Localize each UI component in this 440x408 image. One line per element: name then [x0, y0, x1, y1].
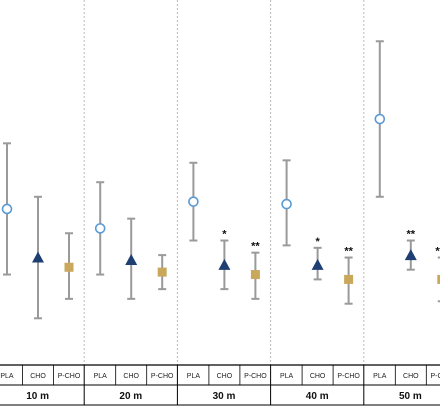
data-point-p-cho	[250, 270, 260, 280]
data-point-cho	[311, 258, 324, 270]
data-point-cho	[32, 251, 44, 263]
significance-label: **	[344, 246, 353, 258]
data-point-cho	[125, 253, 138, 265]
condition-tick-label: PLA	[373, 373, 387, 380]
condition-tick-label: CHO	[403, 373, 419, 380]
data-point-p-cho	[64, 262, 74, 272]
data-point-cho	[218, 258, 231, 270]
condition-tick-label: P-CHO	[244, 373, 267, 380]
condition-tick-label: CHO	[217, 373, 233, 380]
data-point-pla	[188, 196, 199, 207]
group-tick-label: 10 m	[26, 391, 49, 402]
condition-tick-label: PLA	[187, 373, 201, 380]
data-point-pla	[94, 223, 106, 234]
condition-tick-label: P-CHO	[337, 373, 360, 380]
group-tick-label: 30 m	[213, 391, 236, 402]
data-point-p-cho	[437, 274, 440, 284]
condition-tick-label: CHO	[310, 373, 326, 380]
significance-label: **	[407, 229, 416, 241]
condition-tick-label: PLA	[0, 373, 14, 380]
data-point-cho	[404, 249, 417, 261]
group-tick-label: 40 m	[306, 391, 329, 402]
group-tick-label: 20 m	[119, 391, 142, 402]
condition-tick-label: P-CHO	[58, 373, 81, 380]
condition-tick-label: CHO	[30, 373, 46, 380]
condition-tick-label: PLA	[280, 373, 294, 380]
group-tick-label: 50 m	[399, 391, 422, 402]
data-point-p-cho	[157, 267, 167, 277]
significance-label: ***	[435, 246, 440, 258]
condition-tick-label: P-CHO	[151, 373, 174, 380]
condition-tick-label: P-CHO	[431, 373, 440, 380]
data-point-pla	[281, 198, 292, 210]
condition-tick-label: CHO	[123, 373, 139, 380]
significance-label: *	[222, 229, 227, 241]
data-point-pla	[374, 113, 386, 125]
data-point-pla	[1, 203, 13, 215]
significance-label: *	[315, 236, 320, 248]
data-point-p-cho	[344, 274, 354, 284]
condition-tick-label: PLA	[94, 373, 108, 380]
significance-label: **	[251, 241, 260, 253]
